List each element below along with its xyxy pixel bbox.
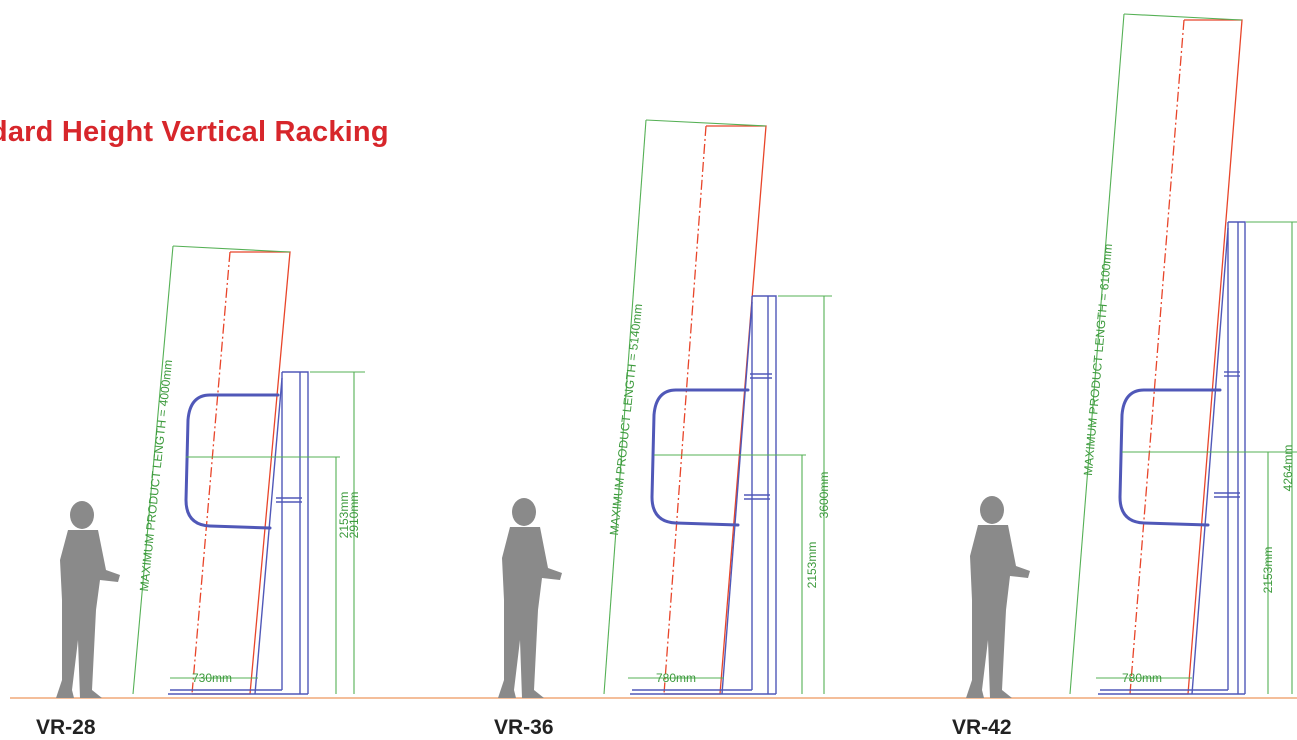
- model-label-vr-36: VR-36: [494, 716, 554, 739]
- dim-max-length-line: [1069, 13, 1125, 695]
- max-length-label: MAXIMUM PRODUCT LENGTH = 5140mm: [607, 303, 645, 536]
- mid-height-label: 2153mm: [1261, 547, 1275, 594]
- rack-frame: [168, 371, 309, 695]
- rack-vr-28: MAXIMUM PRODUCT LENGTH = 4000mm 730mm 21…: [56, 245, 365, 698]
- rack-vr-42: MAXIMUM PRODUCT LENGTH = 6100mm 780mm 21…: [966, 13, 1297, 698]
- dim-max-length-line: [603, 119, 647, 695]
- depth-label: 780mm: [656, 671, 696, 685]
- rack-back-rest: [1191, 227, 1229, 695]
- rack-frame: [1098, 221, 1246, 695]
- frame-height-label: 2910mm: [347, 492, 361, 539]
- rack-arm: [184, 393, 280, 530]
- dim-top-line: [645, 119, 767, 127]
- dim-top-line: [172, 245, 291, 253]
- dim-top-line: [1123, 13, 1243, 21]
- product-outline: [192, 251, 291, 695]
- mid-height-label: 2153mm: [805, 542, 819, 589]
- max-length-label: MAXIMUM PRODUCT LENGTH = 6100mm: [1081, 243, 1115, 476]
- mid-height-label: 2153mm: [337, 492, 351, 539]
- depth-label: 780mm: [1122, 671, 1162, 685]
- model-label-vr-28: VR-28: [36, 716, 96, 739]
- frame-height-label: 4264mm: [1281, 445, 1295, 492]
- product-centerline: [1129, 19, 1185, 695]
- person-silhouette-icon: [966, 496, 1030, 698]
- dim-max-length-line: [132, 245, 174, 695]
- rack-back-rest: [721, 301, 753, 695]
- depth-label: 730mm: [192, 671, 232, 685]
- product-outline: [664, 125, 767, 695]
- model-label-vr-42: VR-42: [952, 716, 1012, 739]
- max-length-label: MAXIMUM PRODUCT LENGTH = 4000mm: [137, 359, 175, 592]
- rack-back-rest: [254, 377, 283, 695]
- diagram-title: ndard Height Vertical Racking: [0, 116, 389, 148]
- frame-height-label: 3600mm: [817, 472, 831, 519]
- rack-vr-36: MAXIMUM PRODUCT LENGTH = 5140mm 780mm 21…: [498, 119, 832, 698]
- person-silhouette-icon: [498, 498, 562, 698]
- product-centerline: [663, 125, 707, 695]
- rack-arm: [650, 388, 750, 527]
- product-outline: [1130, 19, 1243, 695]
- rack-arm: [1118, 388, 1222, 527]
- product-centerline: [191, 251, 231, 695]
- person-silhouette-icon: [56, 501, 120, 698]
